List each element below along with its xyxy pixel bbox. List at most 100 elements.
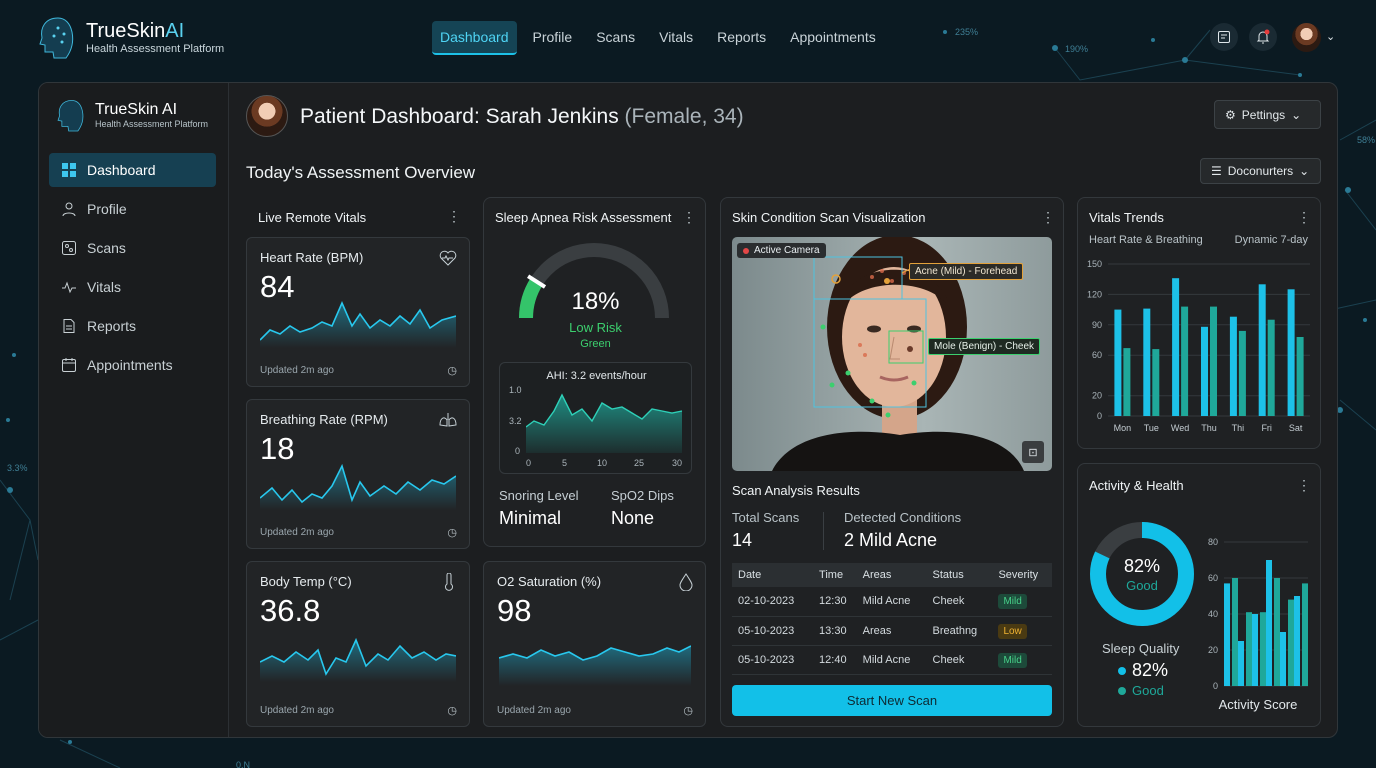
bar [1123, 348, 1131, 416]
severity-badge: Mild [998, 652, 1027, 668]
sidebar-item-label: Appointments [87, 357, 173, 373]
sidebar-item-label: Vitals [87, 279, 121, 295]
acne-tag: Acne (Mild) - Forehead [909, 263, 1024, 280]
divider [823, 512, 824, 550]
bar [1232, 578, 1238, 686]
app-logo[interactable]: TrueSkinAI Health Assessment Platform [36, 14, 224, 60]
user-avatar[interactable] [1292, 23, 1321, 52]
nav-reports[interactable]: Reports [717, 29, 767, 45]
cell: Mild [992, 645, 1052, 675]
bar [1280, 632, 1286, 686]
cell: Cheek [926, 645, 993, 675]
column-header[interactable]: Date [732, 563, 814, 587]
x-tick-label: Wed [1171, 423, 1189, 433]
filter-button[interactable]: ☰ Doconurters ⌄ [1200, 158, 1321, 184]
pulse-icon [62, 281, 76, 294]
cell: 05-10-2023 [732, 616, 814, 646]
chevron-down-icon[interactable]: ⌄ [1326, 31, 1336, 43]
camera-view[interactable]: Active Camera Acne (Mild) - Forehead Mol… [732, 237, 1052, 471]
vitals-trends-subtitle: Heart Rate & Breathing [1089, 234, 1203, 246]
updated-text: Updated 2m ago [260, 527, 334, 538]
snoring-value: Minimal [499, 508, 562, 528]
table-row[interactable]: 02-10-2023 12:30 Mild Acne Cheek Mild [732, 587, 1052, 617]
cell: 12:30 [813, 587, 857, 617]
sleep-quality-label: Sleep Quality [1102, 641, 1180, 656]
notifications-button[interactable] [1249, 23, 1277, 51]
activity-score-label: Activity Score [1218, 697, 1298, 712]
sidebar-item-profile[interactable]: Profile [49, 192, 216, 226]
capture-icon[interactable]: ⊡ [1022, 441, 1044, 463]
x-tick-label: Thi [1232, 423, 1245, 433]
more-menu-icon[interactable]: ⋮ [682, 209, 696, 225]
y-tick-label: 90 [1092, 320, 1102, 330]
column-header[interactable]: Areas [856, 563, 927, 587]
bar [1201, 326, 1208, 416]
cell: Low [992, 616, 1052, 646]
sidebar-item-vitals[interactable]: Vitals [49, 270, 216, 304]
severity-badge: Low [998, 623, 1027, 639]
vitals-trends-range: Dynamic 7-day [1234, 234, 1308, 246]
sidebar-item-scans[interactable]: Scans [49, 231, 216, 265]
cell: 02-10-2023 [732, 587, 814, 617]
snoring-label: Snoring Level [499, 488, 579, 503]
x-tick: 25 [634, 458, 645, 468]
risk-gauge [519, 243, 669, 319]
bg-label: 3.3% [7, 463, 28, 473]
cell: Areas [856, 616, 927, 646]
o2-value: 98 [497, 593, 532, 628]
settings-button[interactable]: ⚙ Pettings ⌄ [1214, 100, 1321, 129]
nav-scans[interactable]: Scans [596, 29, 636, 45]
total-scans-label: Total Scans [732, 510, 800, 525]
column-header[interactable]: Severity [992, 563, 1052, 587]
skin-scan-title: Skin Condition Scan Visualization [732, 210, 926, 225]
more-menu-icon[interactable]: ⋮ [1297, 209, 1311, 225]
spo2-label: SpO2 Dips [611, 488, 674, 503]
more-menu-icon[interactable]: ⋮ [1041, 209, 1055, 225]
nav-vitals[interactable]: Vitals [659, 29, 694, 45]
reports-icon-button[interactable] [1210, 23, 1238, 51]
ahi-chart: AHI: 3.2 events/hour 1.0 3.2 0 0 5 10 25… [499, 362, 692, 474]
sleep-apnea-card: Sleep Apnea Risk Assessment ⋮ 18% Low Ri… [483, 197, 706, 547]
clock-icon: ◷ [447, 527, 457, 539]
column-header[interactable]: Status [926, 563, 993, 587]
sidebar-item-reports[interactable]: Reports [49, 309, 216, 343]
table-row[interactable]: 05-10-2023 13:30 Areas Breathng Low [732, 616, 1052, 646]
table-row[interactable]: 05-10-2023 12:40 Mild Acne Cheek Mild [732, 645, 1052, 675]
nav-appointments[interactable]: Appointments [790, 29, 876, 45]
bar [1143, 308, 1151, 416]
more-menu-icon[interactable]: ⋮ [447, 208, 461, 224]
start-new-scan-button[interactable]: Start New Scan [732, 685, 1052, 716]
grid-icon [62, 163, 76, 177]
bar [1260, 612, 1266, 686]
bar [1238, 330, 1246, 416]
bar [1172, 278, 1180, 416]
vitals-trends-title: Vitals Trends [1089, 210, 1164, 225]
sleep-apnea-title: Sleep Apnea Risk Assessment [495, 210, 672, 225]
column-header[interactable]: Time [813, 563, 857, 587]
y-tick-label: 20 [1092, 391, 1102, 401]
spo2-value: None [611, 508, 655, 528]
body-temp-value: 36.8 [260, 593, 321, 628]
lungs-icon [439, 413, 457, 427]
nav-dashboard[interactable]: Dashboard [432, 21, 517, 55]
y-tick-label: 150 [1087, 259, 1102, 269]
cell: 12:40 [813, 645, 857, 675]
x-tick: 30 [672, 458, 683, 468]
risk-label: Low Risk [569, 320, 622, 335]
x-tick-label: Tue [1144, 423, 1159, 433]
sidebar-item-appointments[interactable]: Appointments [49, 348, 216, 382]
bell-icon [1256, 29, 1270, 44]
nav-profile[interactable]: Profile [532, 29, 573, 45]
cell: 13:30 [813, 616, 857, 646]
clock-icon: ◷ [683, 705, 693, 717]
vitals-title: Live Remote Vitals [258, 210, 367, 225]
sidebar-item-dashboard[interactable]: Dashboard [49, 153, 216, 187]
more-menu-icon[interactable]: ⋮ [1297, 477, 1311, 493]
bg-label: 0.N [236, 760, 251, 768]
bg-label: 235% [955, 27, 979, 37]
brain-head-icon [57, 100, 84, 132]
detected-label: Detected Conditions [844, 510, 962, 525]
cell: Breathng [926, 616, 993, 646]
recording-dot-icon [743, 247, 749, 254]
